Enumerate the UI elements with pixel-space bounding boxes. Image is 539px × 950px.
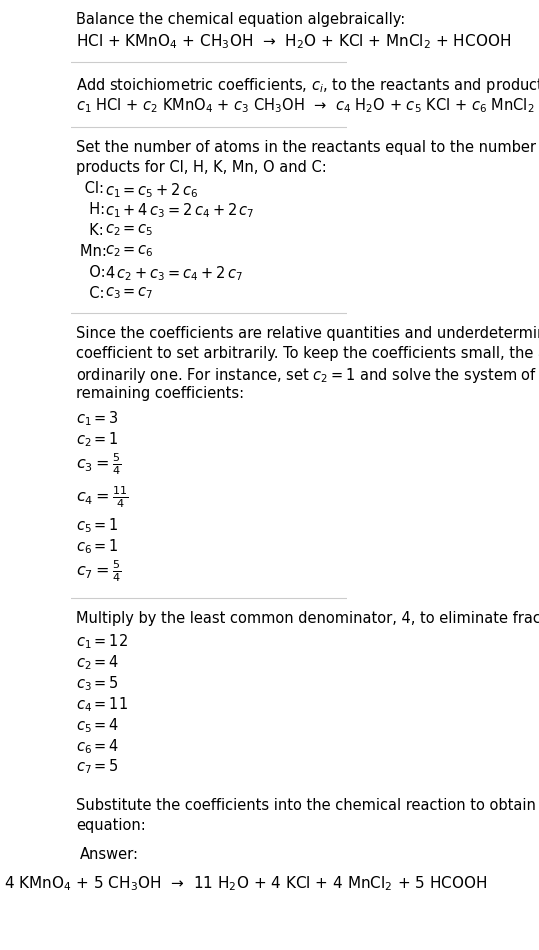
Text: Answer:: Answer: (80, 846, 140, 862)
Text: 12 HCl + 4 KMnO$_4$ + 5 CH$_3$OH  →  11 H$_2$O + 4 KCl + 4 MnCl$_2$ + 5 HCOOH: 12 HCl + 4 KMnO$_4$ + 5 CH$_3$OH → 11 H$… (0, 874, 487, 893)
Text: $c_4 = $$\frac{11}{4}$: $c_4 = $$\frac{11}{4}$ (76, 484, 128, 509)
Text: $c_1$ HCl + $c_2$ KMnO$_4$ + $c_3$ CH$_3$OH  →  $c_4$ H$_2$O + $c_5$ KCl + $c_6$: $c_1$ HCl + $c_2$ KMnO$_4$ + $c_3$ CH$_3… (76, 97, 539, 115)
Text: $c_1 = 3$: $c_1 = 3$ (76, 408, 119, 428)
Text: $4\,c_2 + c_3 = c_4 + 2\,c_7$: $4\,c_2 + c_3 = c_4 + 2\,c_7$ (105, 265, 243, 283)
Text: HCl + KMnO$_4$ + CH$_3$OH  →  H$_2$O + KCl + MnCl$_2$ + HCOOH: HCl + KMnO$_4$ + CH$_3$OH → H$_2$O + KCl… (76, 32, 511, 51)
Text: $c_6 = 1$: $c_6 = 1$ (76, 538, 119, 557)
Text: $c_2 = c_6$: $c_2 = c_6$ (105, 244, 154, 259)
Text: $c_7 = $$\frac{5}{4}$: $c_7 = $$\frac{5}{4}$ (76, 559, 121, 584)
Text: $c_6 = 4$: $c_6 = 4$ (76, 737, 120, 755)
Text: $c_2 = 4$: $c_2 = 4$ (76, 653, 120, 672)
Text: remaining coefficients:: remaining coefficients: (76, 386, 244, 401)
Text: $c_3 = $$\frac{5}{4}$: $c_3 = $$\frac{5}{4}$ (76, 451, 121, 477)
Text: equation:: equation: (76, 818, 146, 833)
Text: Balance the chemical equation algebraically:: Balance the chemical equation algebraica… (76, 12, 405, 28)
Text: Since the coefficients are relative quantities and underdetermined, choose a: Since the coefficients are relative quan… (76, 326, 539, 341)
Text: Add stoichiometric coefficients, $c_i$, to the reactants and products:: Add stoichiometric coefficients, $c_i$, … (76, 76, 539, 95)
Text: $c_1 = 12$: $c_1 = 12$ (76, 632, 128, 651)
Text: $c_1 + 4\,c_3 = 2\,c_4 + 2\,c_7$: $c_1 + 4\,c_3 = 2\,c_4 + 2\,c_7$ (105, 201, 255, 220)
Text: Set the number of atoms in the reactants equal to the number of atoms in the: Set the number of atoms in the reactants… (76, 140, 539, 155)
Text: $c_5 = 1$: $c_5 = 1$ (76, 517, 119, 536)
Text: $c_2 = 1$: $c_2 = 1$ (76, 429, 119, 448)
Text: $c_2 = c_5$: $c_2 = c_5$ (105, 222, 154, 238)
Text: K:: K: (80, 222, 109, 238)
Text: $c_4 = 11$: $c_4 = 11$ (76, 694, 128, 713)
FancyBboxPatch shape (72, 841, 345, 919)
Text: $c_3 = 5$: $c_3 = 5$ (76, 674, 119, 693)
Text: Substitute the coefficients into the chemical reaction to obtain the balanced: Substitute the coefficients into the che… (76, 798, 539, 813)
Text: Cl:: Cl: (80, 180, 109, 196)
Text: Multiply by the least common denominator, 4, to eliminate fractional coefficient: Multiply by the least common denominator… (76, 611, 539, 626)
Text: products for Cl, H, K, Mn, O and C:: products for Cl, H, K, Mn, O and C: (76, 160, 327, 175)
Text: Mn:: Mn: (80, 244, 112, 258)
Text: O:: O: (80, 265, 110, 279)
Text: ordinarily one. For instance, set $c_2 = 1$ and solve the system of equations fo: ordinarily one. For instance, set $c_2 =… (76, 366, 539, 385)
Text: $c_1 = c_5 + 2\,c_6$: $c_1 = c_5 + 2\,c_6$ (105, 180, 199, 200)
Text: $c_3 = c_7$: $c_3 = c_7$ (105, 286, 154, 301)
Text: coefficient to set arbitrarily. To keep the coefficients small, the arbitrary va: coefficient to set arbitrarily. To keep … (76, 346, 539, 361)
Text: $c_7 = 5$: $c_7 = 5$ (76, 758, 119, 776)
Text: C:: C: (80, 286, 109, 300)
Text: H:: H: (80, 201, 110, 217)
Text: $c_5 = 4$: $c_5 = 4$ (76, 716, 120, 734)
